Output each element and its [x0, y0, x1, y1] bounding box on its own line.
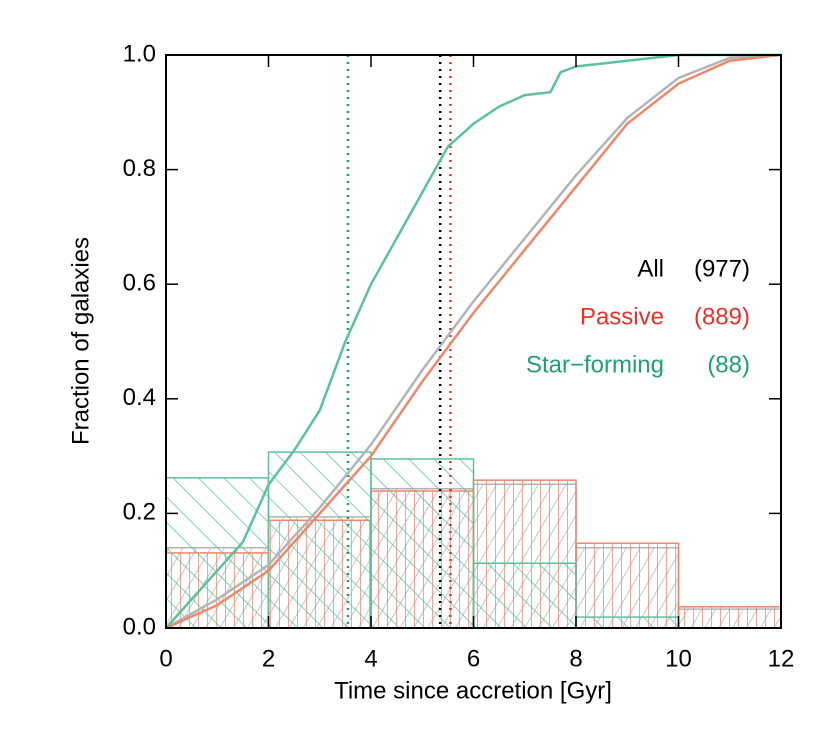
legend-label: Star−forming	[526, 351, 664, 378]
legend-label: Passive	[580, 303, 664, 330]
legend-label: All	[637, 255, 664, 282]
x-tick-label: 4	[364, 645, 377, 672]
histogram-bar	[677, 606, 782, 629]
x-tick-label: 6	[467, 645, 480, 672]
cumulative-line	[165, 53, 782, 630]
x-tick-label: 0	[159, 645, 172, 672]
histogram-bar	[575, 542, 680, 629]
histogram-bar	[575, 616, 680, 629]
x-tick-label: 2	[262, 645, 275, 672]
y-axis-title: Fraction of galaxies	[67, 237, 94, 445]
histogram-bar	[267, 451, 372, 629]
x-tick-label: 10	[665, 645, 692, 672]
cumulative-line	[165, 53, 782, 630]
histogram-bar	[472, 562, 577, 629]
y-tick-label: 0.8	[123, 155, 156, 182]
y-tick-label: 0.2	[123, 499, 156, 526]
y-tick-label: 0.6	[123, 270, 156, 297]
x-tick-label: 8	[569, 645, 582, 672]
histogram-bar	[165, 477, 270, 629]
legend-count: (977)	[694, 255, 750, 282]
y-tick-label: 1.0	[123, 40, 156, 67]
y-tick-label: 0.4	[123, 384, 156, 411]
x-tick-label: 12	[768, 645, 795, 672]
histogram-bar	[370, 458, 475, 629]
legend-count: (889)	[694, 303, 750, 330]
legend-count: (88)	[707, 351, 750, 378]
cumulative-line	[165, 53, 781, 629]
x-axis-title: Time since accretion [Gyr]	[334, 677, 612, 704]
y-tick-label: 0.0	[123, 613, 156, 640]
